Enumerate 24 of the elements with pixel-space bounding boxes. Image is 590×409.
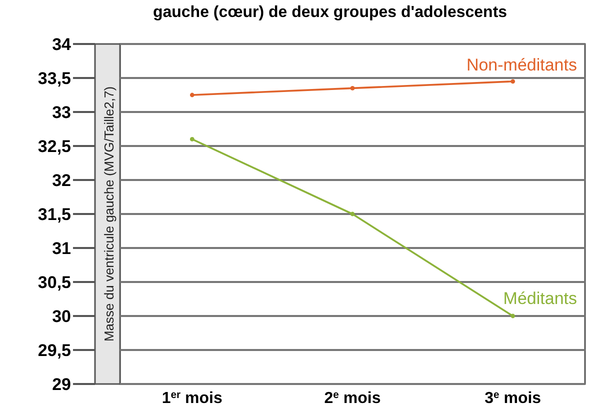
point (510, 314, 516, 318)
y-tick-label: 32 (52, 170, 71, 190)
y-tick-label: 29 (52, 374, 71, 394)
y-tick-label: 31 (52, 238, 71, 258)
series-label: Non-méditants (466, 55, 577, 74)
y-tick-label: 32,5 (38, 136, 71, 156)
point (190, 137, 194, 142)
point (350, 212, 355, 216)
y-tick-label: 33 (52, 102, 71, 122)
x-tick-label: 2$^{e}$ mois (324, 390, 381, 407)
series-label: Méditants (503, 289, 577, 308)
point (350, 86, 355, 90)
x-tick-label: 3$^{e}$ mois (484, 390, 542, 407)
y-tick-label: 31,5 (38, 204, 71, 224)
y-tick-label: 30,5 (38, 272, 71, 292)
y-tick-label: 33,5 (38, 68, 71, 88)
point (510, 79, 516, 84)
y-tick-label: 30 (52, 306, 71, 326)
y-tick-label: 34 (52, 34, 72, 54)
chart-title: gauche (cœur) de deux groupes d'adolescents (152, 4, 508, 21)
x-tick-label: 1$^{er}$ mois (162, 390, 223, 407)
y-axis-title: Masse du ventricule gauche (MVG/Taille2,7) (102, 86, 117, 342)
point (190, 92, 194, 98)
y-tick-label: 29,5 (38, 340, 71, 360)
